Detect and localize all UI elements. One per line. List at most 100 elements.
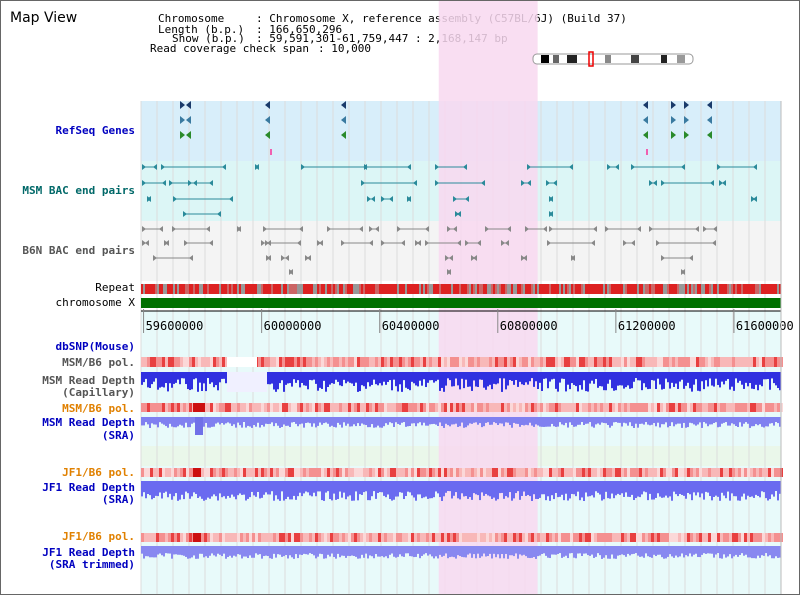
jf1-b6-pol-2-cell [480, 533, 483, 542]
msm-depth-sra-bar [407, 417, 409, 427]
jf1-b6-pol-cell [726, 468, 729, 477]
msm-depth-sra-bar [369, 417, 371, 428]
msm-b6-pol-cell [507, 357, 510, 367]
b6n-bac-pair-end [465, 240, 469, 246]
msm-depth-sra-bar [265, 417, 267, 424]
track-label-msm-b6-pol-2[interactable]: MSM/B6 pol. [62, 402, 135, 415]
jf1-b6-pol-cell [249, 468, 252, 477]
track-label-refseq[interactable]: RefSeq Genes [55, 124, 135, 137]
msm-depth-capillary-bar [197, 372, 199, 392]
track-label-b6n-bac[interactable]: B6N BAC end pairs [22, 244, 135, 257]
msm-depth-sra-bar [167, 417, 169, 428]
track-label-jf1-depth-sra[interactable]: JF1 Read Depth [42, 481, 135, 494]
track-label-repeat[interactable]: Repeat [95, 281, 135, 294]
repeat-segment [335, 284, 337, 294]
jf1-b6-pol-cell [747, 468, 750, 477]
jf1-b6-pol-cell [480, 468, 483, 477]
jf1-depth-trimmed-bar [707, 546, 709, 554]
jf1-depth-sra-bar [223, 481, 225, 497]
repeat-segment [425, 284, 427, 294]
jf1-b6-pol-2-cell [522, 533, 525, 542]
msm-depth-capillary-bar [441, 372, 443, 388]
jf1-depth-trimmed-bar [285, 546, 287, 556]
msm-b6-pol-cell [684, 357, 687, 367]
track-label-jf1-depth-trimmed[interactable]: JF1 Read Depth [42, 546, 135, 559]
msm-bac-pair-end [661, 180, 665, 186]
msm-depth-capillary-bar [619, 372, 621, 386]
jf1-depth-sra-bar [289, 481, 291, 500]
ruler-tick-label: 60400000 [382, 319, 440, 333]
jf1-depth-trimmed-bar [585, 546, 587, 554]
refseq-gene-arrow [180, 131, 185, 139]
jf1-depth-sra-bar [501, 481, 503, 493]
msm-b6-pol-cell [450, 357, 453, 367]
msm-depth-capillary-bar [729, 372, 731, 390]
repeat-segment [325, 284, 327, 294]
jf1-depth-sra-bar [323, 481, 325, 501]
track-label-chromosome[interactable]: chromosome X [55, 296, 135, 309]
jf1-b6-pol-2-cell [207, 533, 210, 542]
jf1-depth-sra-bar [579, 481, 581, 501]
repeat-segment [147, 284, 149, 294]
msm-b6-pol-2-cell [159, 403, 162, 412]
msm-bac-pair-end [367, 196, 371, 202]
jf1-depth-trimmed-bar [385, 546, 387, 557]
msm-depth-capillary-bar [325, 372, 327, 392]
msm-b6-pol-cell [357, 357, 360, 367]
jf1-b6-pol-2-cell [681, 533, 684, 542]
msm-depth-sra-bar [287, 417, 289, 426]
track-label-msm-depth-sra[interactable]: MSM Read Depth [42, 416, 135, 429]
track-label-jf1-b6-pol-1[interactable]: JF1/B6 pol. [62, 466, 135, 479]
repeat-segment [331, 284, 333, 294]
jf1-depth-trimmed-bar [253, 546, 255, 558]
jf1-depth-trimmed-bar [747, 546, 749, 558]
refseq-gene-arrow [186, 131, 191, 139]
msm-depth-capillary-bar [563, 372, 565, 379]
msm-depth-sra-bar [339, 417, 341, 425]
jf1-b6-pol-2-cell [321, 533, 324, 542]
jf1-depth-sra-bar [359, 481, 361, 495]
msm-bac-pair-end [649, 180, 653, 186]
msm-bac-pair-end [553, 180, 557, 186]
jf1-b6-pol-2-cell [240, 533, 243, 542]
jf1-depth-sra-bar [435, 481, 437, 492]
msm-b6-pol-2-cell [576, 403, 579, 412]
msm-depth-sra-bar [757, 417, 759, 426]
msm-depth-sra-bar [343, 417, 345, 423]
jf1-b6-pol-cell [435, 468, 438, 477]
msm-b6-pol-2-cell [180, 403, 183, 412]
msm-b6-pol-2-cell [570, 403, 573, 412]
jf1-b6-pol-cell [681, 468, 684, 477]
track-label-jf1-b6-pol-2[interactable]: JF1/B6 pol. [62, 530, 135, 543]
jf1-depth-trimmed-bar [147, 546, 149, 557]
jf1-depth-sra-bar [529, 481, 531, 497]
jf1-b6-pol-cell [270, 468, 273, 477]
msm-b6-pol-2-cell [351, 403, 354, 412]
jf1-b6-pol-cell [471, 468, 474, 477]
msm-depth-sra-bar [441, 417, 443, 427]
jf1-depth-sra-bar [727, 481, 729, 492]
msm-b6-pol-cell [222, 357, 225, 367]
msm-depth-capillary-bar [773, 372, 775, 384]
jf1-b6-pol-cell [225, 468, 228, 477]
jf1-depth-trimmed-bar [513, 546, 515, 557]
msm-b6-pol-cell [270, 357, 273, 367]
jf1-depth-sra-bar [347, 481, 349, 497]
track-label-dbsnp[interactable]: dbSNP(Mouse) [55, 340, 135, 353]
track-label-msm-bac[interactable]: MSM BAC end pairs [22, 184, 135, 197]
jf1-depth-sra-bar [353, 481, 355, 501]
msm-depth-sra-bar [153, 417, 155, 425]
msm-depth-sra-bar [347, 417, 349, 424]
msm-depth-sra-bar [321, 417, 323, 425]
msm-depth-capillary-bar [281, 372, 283, 381]
track-label-msm-depth-capillary[interactable]: MSM Read Depth [42, 374, 135, 387]
jf1-b6-pol-cell [477, 468, 480, 477]
msm-b6-pol-cell [291, 357, 294, 367]
jf1-depth-sra-bar [575, 481, 577, 497]
track-label-msm-b6-pol-1[interactable]: MSM/B6 pol. [62, 356, 135, 369]
jf1-b6-pol-2-cell [654, 533, 657, 542]
msm-depth-capillary-bar [425, 372, 427, 388]
jf1-b6-pol-cell [696, 468, 699, 477]
repeat-segment [369, 284, 371, 294]
